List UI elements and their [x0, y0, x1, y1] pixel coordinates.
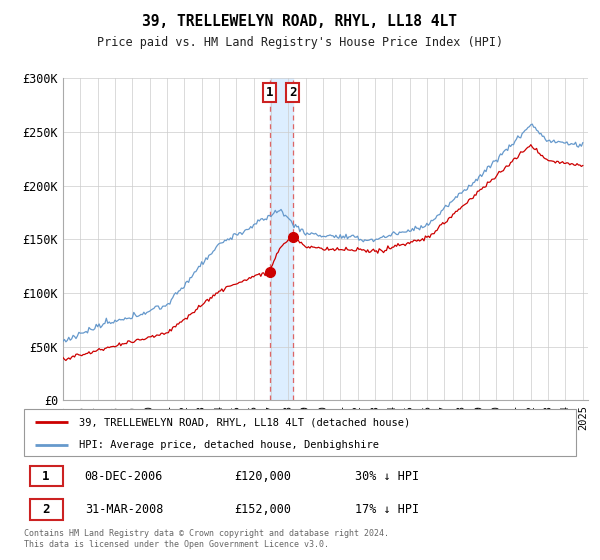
Text: £152,000: £152,000 — [234, 503, 291, 516]
Text: £120,000: £120,000 — [234, 470, 291, 483]
Text: 39, TRELLEWELYN ROAD, RHYL, LL18 4LT (detached house): 39, TRELLEWELYN ROAD, RHYL, LL18 4LT (de… — [79, 417, 410, 427]
Text: 2: 2 — [43, 503, 50, 516]
Bar — [269, 78, 293, 400]
Text: 30% ↓ HPI: 30% ↓ HPI — [355, 470, 419, 483]
FancyBboxPatch shape — [29, 466, 62, 487]
Text: Contains HM Land Registry data © Crown copyright and database right 2024.
This d: Contains HM Land Registry data © Crown c… — [24, 529, 389, 549]
Text: 1: 1 — [266, 86, 273, 99]
Text: 2: 2 — [289, 86, 296, 99]
Text: 17% ↓ HPI: 17% ↓ HPI — [355, 503, 419, 516]
Text: HPI: Average price, detached house, Denbighshire: HPI: Average price, detached house, Denb… — [79, 440, 379, 450]
Text: 31-MAR-2008: 31-MAR-2008 — [85, 503, 163, 516]
Text: 1: 1 — [43, 470, 50, 483]
Text: 08-DEC-2006: 08-DEC-2006 — [85, 470, 163, 483]
Text: Price paid vs. HM Land Registry's House Price Index (HPI): Price paid vs. HM Land Registry's House … — [97, 36, 503, 49]
FancyBboxPatch shape — [24, 409, 576, 456]
Text: 39, TRELLEWELYN ROAD, RHYL, LL18 4LT: 39, TRELLEWELYN ROAD, RHYL, LL18 4LT — [143, 14, 458, 29]
FancyBboxPatch shape — [29, 500, 62, 520]
